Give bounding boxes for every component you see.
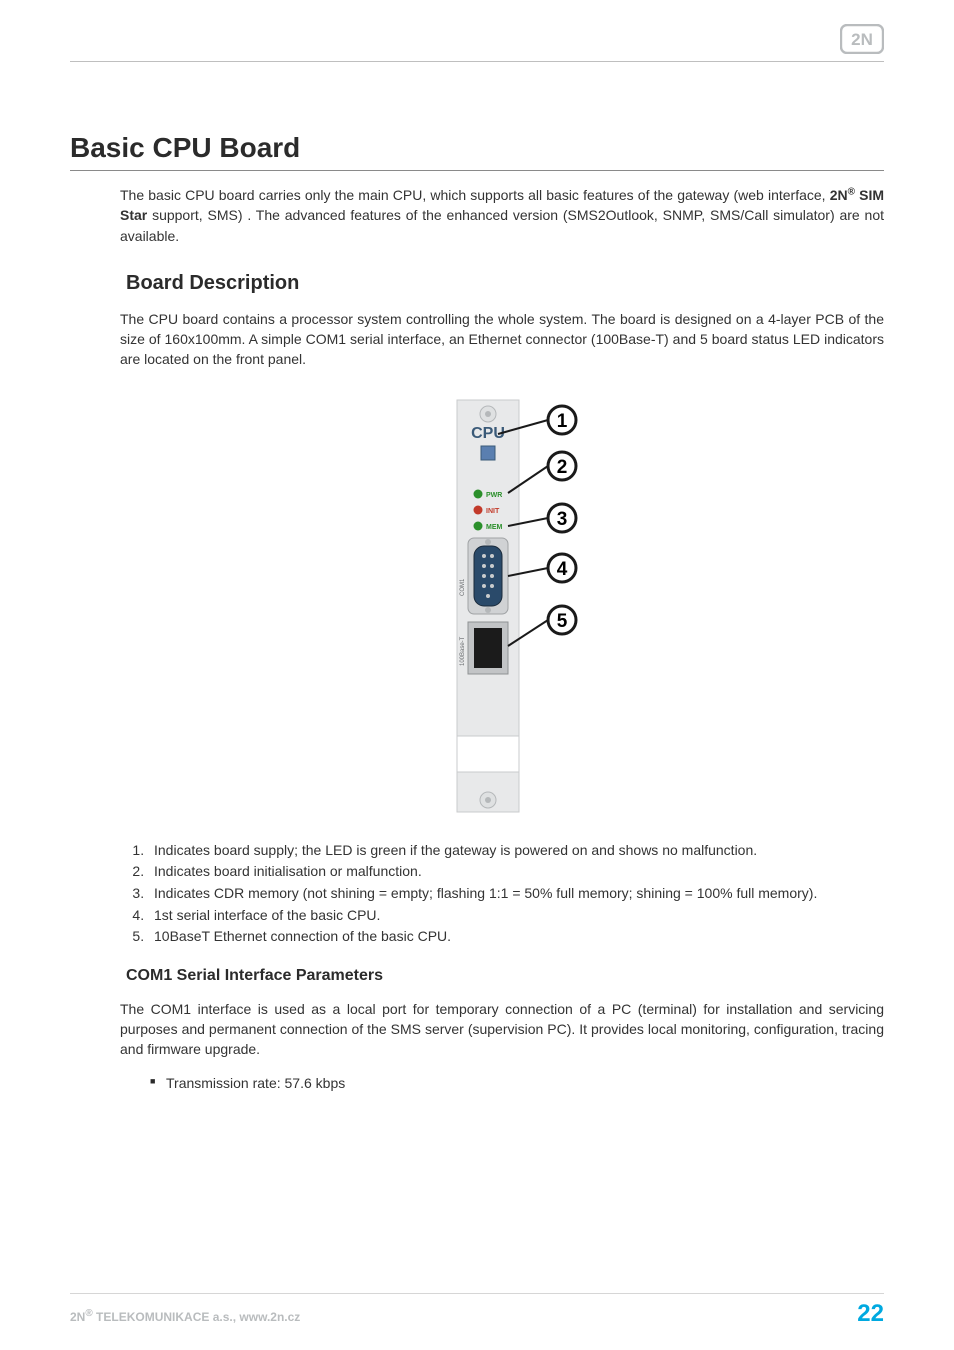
intro-text-post: support, SMS) . The advanced features of… (120, 207, 884, 243)
callout-number: 1 (557, 411, 568, 432)
page-title: Basic CPU Board (70, 132, 884, 171)
brand-logo-icon: 2N (840, 24, 884, 54)
board-description-paragraph: The CPU board contains a processor syste… (120, 309, 884, 370)
board-description-heading: Board Description (126, 272, 884, 295)
footer-page-number: 22 (857, 1300, 884, 1328)
com1-paragraph: The COM1 interface is used as a local po… (120, 999, 884, 1060)
callout-number: 5 (557, 611, 568, 632)
list-item: Indicates board initialisation or malfun… (148, 862, 884, 882)
footer-company: 2N® TELEKOMUNIKACE a.s., www.2n.cz (70, 1308, 300, 1324)
brand-logo-text: 2N (851, 30, 873, 49)
mem-led-icon (474, 521, 483, 530)
ethernet-port-label: 100Base-T (460, 636, 466, 666)
list-item: 1st serial interface of the basic CPU. (148, 906, 884, 926)
list-item: Indicates CDR memory (not shining = empt… (148, 884, 884, 904)
intro-text-pre: The basic CPU board carries only the mai… (120, 187, 830, 203)
list-item: 10BaseT Ethernet connection of the basic… (148, 927, 884, 947)
com1-port-icon (468, 538, 508, 614)
list-item: Transmission rate: 57.6 kbps (150, 1074, 884, 1094)
callout-number: 3 (557, 509, 568, 530)
ethernet-port-icon (468, 622, 508, 674)
mem-led-label: MEM (486, 524, 503, 531)
header-divider: 2N (70, 24, 884, 62)
content-column: The basic CPU board carries only the mai… (120, 185, 884, 1093)
com1-heading: COM1 Serial Interface Parameters (126, 967, 884, 985)
registered-mark: ® (848, 186, 855, 197)
page-root: 2N Basic CPU Board The basic CPU board c… (0, 0, 954, 1350)
faceplate-gap (457, 736, 519, 772)
callout-number: 2 (557, 457, 568, 478)
init-led-label: INIT (486, 508, 500, 515)
com1-bullet-list: Transmission rate: 57.6 kbps (120, 1074, 884, 1094)
cpu-board-diagram: CPU PWR INIT MEM (402, 396, 602, 816)
pwr-led-icon (474, 489, 483, 498)
pwr-led-label: PWR (486, 492, 502, 499)
registered-mark: ® (85, 1308, 92, 1319)
com1-port-label: COM1 (460, 578, 466, 596)
reset-button-icon (481, 446, 495, 460)
callout-number: 4 (557, 559, 568, 580)
page-footer: 2N® TELEKOMUNIKACE a.s., www.2n.cz 22 (70, 1293, 884, 1328)
cpu-board-figure: CPU PWR INIT MEM (120, 396, 884, 821)
intro-paragraph: The basic CPU board carries only the mai… (120, 185, 884, 246)
brand-logo: 2N (840, 24, 884, 59)
callout-list: Indicates board supply; the LED is green… (120, 841, 884, 947)
init-led-icon (474, 505, 483, 514)
list-item: Indicates board supply; the LED is green… (148, 841, 884, 861)
